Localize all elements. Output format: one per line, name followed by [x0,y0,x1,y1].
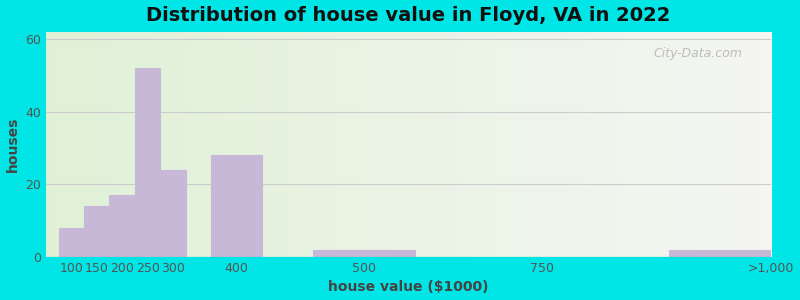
Y-axis label: houses: houses [6,117,19,172]
X-axis label: house value ($1000): house value ($1000) [328,280,489,294]
Text: City-Data.com: City-Data.com [654,47,742,60]
Title: Distribution of house value in Floyd, VA in 2022: Distribution of house value in Floyd, VA… [146,6,670,25]
Bar [313,250,415,257]
Bar [110,195,135,257]
Bar [135,68,160,257]
Bar [211,155,262,257]
Bar [58,228,84,257]
Bar [84,206,110,257]
Bar [160,170,186,257]
Bar [670,250,800,257]
